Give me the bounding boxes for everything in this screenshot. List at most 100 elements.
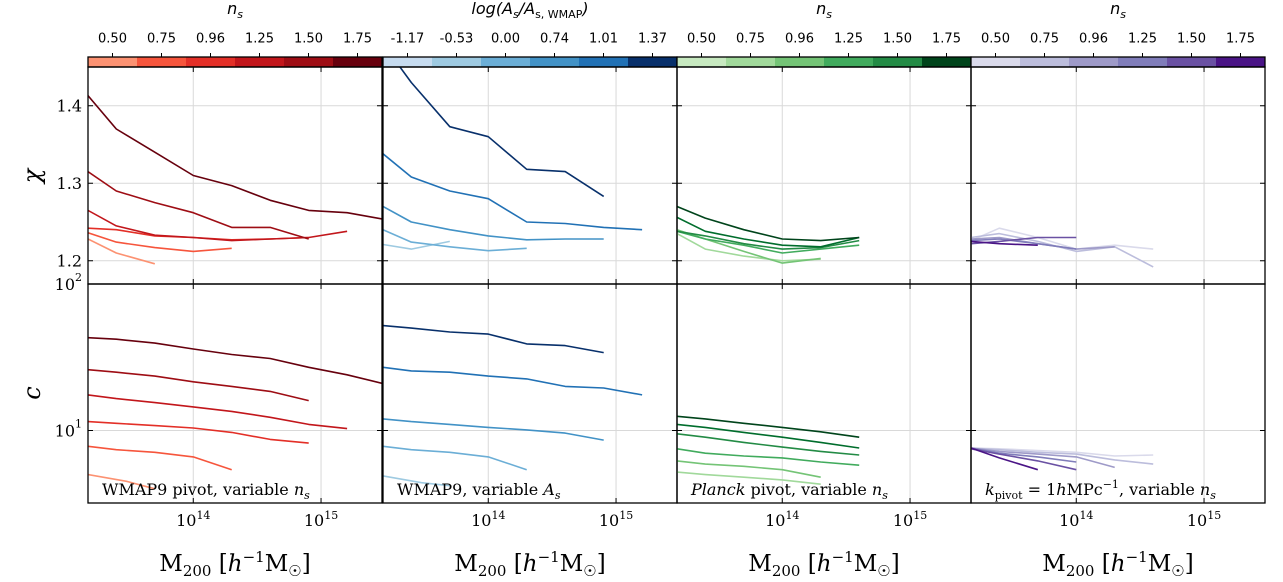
colorbar-segment [481,57,531,67]
colorbar-title: ns [816,0,832,21]
x-tick-label: 1015 [1187,509,1221,530]
series-line-chi-1 [677,232,821,262]
series-line-c-4 [88,394,348,430]
panel-label: Planck pivot, variable ns [690,480,888,502]
colorbar-1: 0.50 0.75 0.96 1.25 1.50 1.75 ns [87,0,383,68]
colorbar-segment [1118,57,1168,67]
colorbar-segment [1167,57,1217,67]
colorbar-tick-label: 0.75 [147,32,176,47]
series-line-c-1 [677,471,821,485]
x-axis-label: M200 [h−1M☉] [748,548,899,580]
colorbar-segment [824,57,874,67]
series-line-chi-4 [677,230,860,250]
colorbar-segment [432,57,482,67]
colorbar-segment [873,57,923,67]
x-tick-label: 1014 [765,509,799,530]
colorbar-segment [186,57,236,67]
series-line-c-2 [383,445,527,471]
series-line-c-2 [971,447,1154,465]
colorbar-tick-label: 1.75 [343,32,372,47]
colorbar-segment [1069,57,1119,67]
series-line-c-4 [677,433,860,456]
series-line-c-4 [383,366,643,396]
series-line-chi-4 [88,209,348,242]
colorbar-tick-label: 1.25 [834,32,863,47]
colorbar-tick-label: -1.17 [391,32,425,47]
panel-label: kpivot = 1hMPc−1, variable ns [985,478,1216,502]
colorbar-segment [284,57,334,67]
x-axis-label: M200 [h−1M☉] [1042,548,1193,580]
colorbar-tick-label: 0.50 [98,32,127,47]
panel-4-chi [970,66,1266,285]
axes-frame [970,283,1266,504]
axes-frame [970,66,1266,285]
series-line-chi-1 [383,240,450,250]
x-tick-label: 1015 [304,509,338,530]
y-tick-label: 1.2 [57,251,82,270]
panel-4-c [970,283,1266,504]
series-line-c-6 [971,447,1039,471]
colorbar-tick-label: 1.37 [638,32,667,47]
x-axis-label: M200 [h−1M☉] [454,548,605,580]
series-line-chi-1 [88,238,156,265]
series-line-chi-6 [88,95,382,220]
series-line-chi-3 [383,205,604,241]
colorbar-segment [137,57,187,67]
colorbar-tick-label: 0.74 [540,32,569,47]
panel-2-c [382,283,678,504]
series-line-chi-4 [383,153,643,231]
series-line-chi-2 [383,228,527,252]
series-line-chi-2 [88,232,232,253]
y-tick-label: 1.4 [57,96,82,115]
series-line-c-1 [88,473,156,490]
colorbar-tick-label: 1.50 [1177,32,1206,47]
series-line-c-2 [677,460,821,478]
colorbar-tick-label: 0.96 [1079,32,1108,47]
series-line-chi-4 [971,238,1077,250]
colorbar-segment [1020,57,1070,67]
panel-3-chi [676,66,972,285]
colorbar-segment [88,57,138,67]
colorbar-tick-label: 1.25 [1128,32,1157,47]
axes-frame [87,66,383,285]
colorbar-tick-label: 1.50 [294,32,323,47]
series-line-chi-1 [971,227,1154,250]
series-line-c-5 [971,448,1077,471]
colorbar-tick-label: 0.00 [491,32,520,47]
series-line-c-3 [383,418,604,441]
y-axis-label-chi: χ [18,167,46,185]
colorbar-tick-label: 1.75 [932,32,961,47]
panel-4: 0.50 0.75 0.96 1.25 1.50 1.75 ns 1014 1015 M200 [… [970,0,1266,580]
series-line-c-2 [88,445,232,471]
panel-label: WMAP9 pivot, variable ns [102,480,310,502]
series-line-chi-5 [398,67,605,198]
colorbar-tick-label: -0.53 [440,32,474,47]
series-line-chi-5 [88,170,309,240]
panel-label: WMAP9, variable As [397,480,561,502]
x-axis-label: M200 [h−1M☉] [159,548,310,580]
panel-2-chi [382,66,678,285]
x-tick-label: 1014 [176,509,210,530]
colorbar-segment [922,57,972,67]
colorbar-tick-label: 1.25 [245,32,274,47]
axes-frame [676,283,972,504]
colorbar-4: 0.50 0.75 0.96 1.25 1.50 1.75 ns [970,0,1266,68]
y-tick-label: 102 [55,271,82,294]
colorbar-tick-label: 0.50 [981,32,1010,47]
colorbar-3: 0.50 0.75 0.96 1.25 1.50 1.75 ns [676,0,972,68]
colorbar-tick-label: 1.75 [1226,32,1255,47]
colorbar-segment [628,57,678,67]
colorbar-tick-label: 0.96 [196,32,225,47]
y-tick-label: 1.3 [57,174,82,193]
colorbar-segment [775,57,825,67]
series-line-c-6 [677,415,860,438]
colorbar-segment [579,57,629,67]
colorbar-tick-label: 1.50 [883,32,912,47]
x-tick-label: 1014 [471,509,505,530]
colorbar-title: log(As/As, WMAP) [471,0,588,21]
colorbar-segment [677,57,727,67]
series-line-chi-6 [971,240,1038,246]
x-tick-label: 1015 [893,509,927,530]
colorbar-segment [383,57,433,67]
series-line-c-5 [88,368,309,402]
